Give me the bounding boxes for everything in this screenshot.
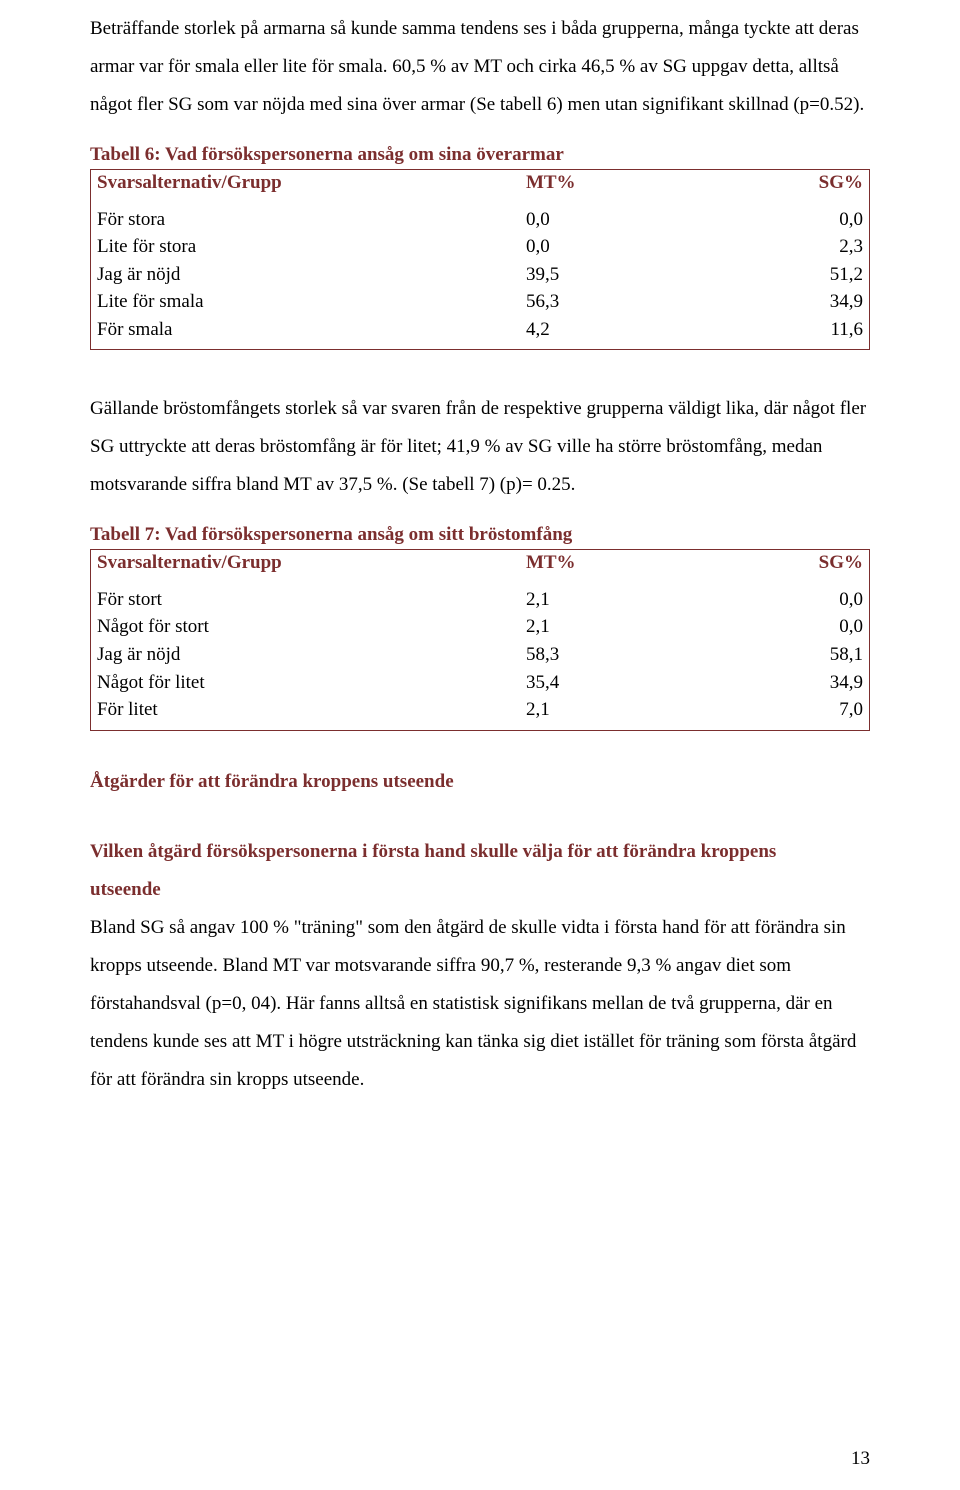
row-label: För stora [97, 206, 526, 234]
row-sg: 2,3 [694, 233, 863, 261]
row-label: Något för litet [97, 669, 526, 697]
table-row: Lite för stora 0,0 2,3 [97, 233, 863, 261]
row-label: Något för stort [97, 613, 526, 641]
table-row: Något för stort 2,1 0,0 [97, 613, 863, 641]
row-sg: 34,9 [694, 669, 863, 697]
table-row: För litet 2,1 7,0 [97, 696, 863, 724]
table7-header-label: Svarsalternativ/Grupp [97, 552, 526, 574]
row-label: Lite för stora [97, 233, 526, 261]
row-mt: 2,1 [526, 613, 695, 641]
row-label: För smala [97, 316, 526, 344]
paragraph-chest: Gällande bröstomfångets storlek så var s… [90, 390, 870, 504]
row-label: För stort [97, 586, 526, 614]
subheading-line2: utseende [90, 871, 870, 909]
table-row: Något för litet 35,4 34,9 [97, 669, 863, 697]
row-sg: 7,0 [694, 696, 863, 724]
table6: Svarsalternativ/Grupp MT% SG% För stora … [90, 169, 870, 351]
table-row: För smala 4,2 11,6 [97, 316, 863, 344]
table6-caption: Tabell 6: Vad försökspersonerna ansåg om… [90, 142, 870, 169]
row-sg: 0,0 [694, 586, 863, 614]
row-label: Jag är nöjd [97, 261, 526, 289]
spacer [90, 380, 870, 390]
row-mt: 0,0 [526, 233, 695, 261]
table-row: För stort 2,1 0,0 [97, 586, 863, 614]
row-sg: 58,1 [694, 641, 863, 669]
row-sg: 0,0 [694, 613, 863, 641]
row-mt: 2,1 [526, 696, 695, 724]
paragraph-intro-arms: Beträffande storlek på armarna så kunde … [90, 10, 870, 124]
row-mt: 35,4 [526, 669, 695, 697]
paragraph-actions-body: Bland SG så angav 100 % "träning" som de… [90, 909, 870, 1099]
table7-header: Svarsalternativ/Grupp MT% SG% [97, 552, 863, 574]
row-mt: 4,2 [526, 316, 695, 344]
row-mt: 0,0 [526, 206, 695, 234]
row-sg: 0,0 [694, 206, 863, 234]
subheading-line1: Vilken åtgärd försökspersonerna i första… [90, 833, 870, 871]
section-heading-actions: Åtgärder för att förändra kroppens utsee… [90, 771, 870, 793]
row-label: För litet [97, 696, 526, 724]
document-page: Beträffande storlek på armarna så kunde … [0, 0, 960, 1490]
table-row: För stora 0,0 0,0 [97, 206, 863, 234]
table-row: Jag är nöjd 39,5 51,2 [97, 261, 863, 289]
table7-caption: Tabell 7: Vad försökspersonerna ansåg om… [90, 522, 870, 549]
row-label: Lite för smala [97, 288, 526, 316]
row-sg: 51,2 [694, 261, 863, 289]
row-mt: 56,3 [526, 288, 695, 316]
table6-header-label: Svarsalternativ/Grupp [97, 172, 526, 194]
table7: Svarsalternativ/Grupp MT% SG% För stort … [90, 549, 870, 731]
row-mt: 2,1 [526, 586, 695, 614]
row-sg: 34,9 [694, 288, 863, 316]
row-mt: 39,5 [526, 261, 695, 289]
table7-header-mt: MT% [526, 552, 695, 574]
row-mt: 58,3 [526, 641, 695, 669]
table6-header-mt: MT% [526, 172, 695, 194]
row-sg: 11,6 [694, 316, 863, 344]
row-label: Jag är nöjd [97, 641, 526, 669]
table-row: Lite för smala 56,3 34,9 [97, 288, 863, 316]
table6-header-sg: SG% [694, 172, 863, 194]
table6-header: Svarsalternativ/Grupp MT% SG% [97, 172, 863, 194]
table-row: Jag är nöjd 58,3 58,1 [97, 641, 863, 669]
page-number: 13 [851, 1448, 870, 1470]
table7-header-sg: SG% [694, 552, 863, 574]
